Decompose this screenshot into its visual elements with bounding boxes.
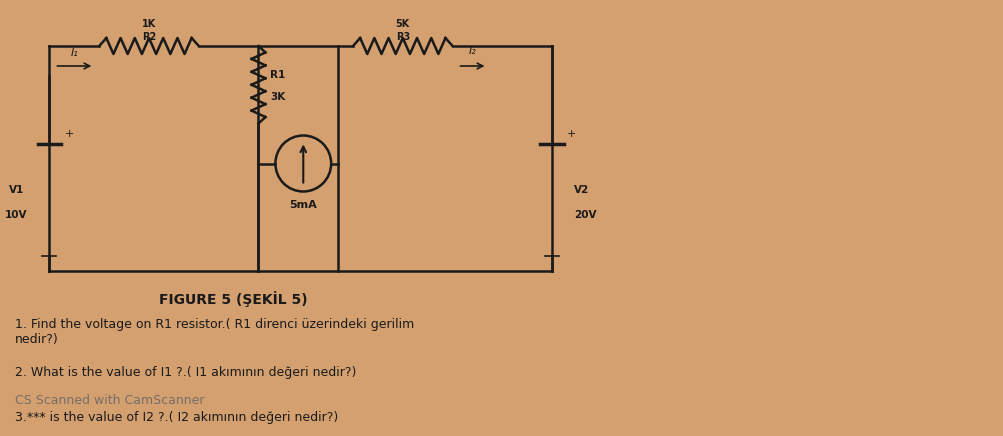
Text: 20V: 20V — [574, 210, 596, 220]
Text: +: + — [567, 129, 576, 139]
Text: R1: R1 — [270, 70, 286, 80]
Text: V2: V2 — [574, 185, 589, 195]
Text: 1K: 1K — [141, 19, 156, 29]
Text: 10V: 10V — [5, 210, 27, 220]
Text: 2. What is the value of I1 ?.( I1 akımının değeri nedir?): 2. What is the value of I1 ?.( I1 akımın… — [15, 366, 356, 379]
Text: 5K: 5K — [395, 19, 409, 29]
Text: 5mA: 5mA — [289, 200, 317, 210]
Text: V1: V1 — [9, 185, 24, 195]
Text: I₂: I₂ — [468, 46, 475, 56]
Text: CS Scanned with CamScanner: CS Scanned with CamScanner — [15, 394, 204, 407]
Text: 3K: 3K — [270, 92, 286, 102]
Text: R3: R3 — [395, 32, 409, 42]
Text: 3.*** is the value of I2 ?.( I2 akımının değeri nedir?): 3.*** is the value of I2 ?.( I2 akımının… — [15, 411, 338, 424]
Text: FIGURE 5 (ŞEKİL 5): FIGURE 5 (ŞEKİL 5) — [159, 291, 308, 307]
Text: +: + — [64, 129, 73, 139]
Text: R2: R2 — [141, 32, 156, 42]
Text: 1. Find the voltage on R1 resistor.( R1 direnci üzerindeki gerilim
nedir?): 1. Find the voltage on R1 resistor.( R1 … — [15, 318, 413, 346]
Text: I₁: I₁ — [70, 48, 78, 58]
